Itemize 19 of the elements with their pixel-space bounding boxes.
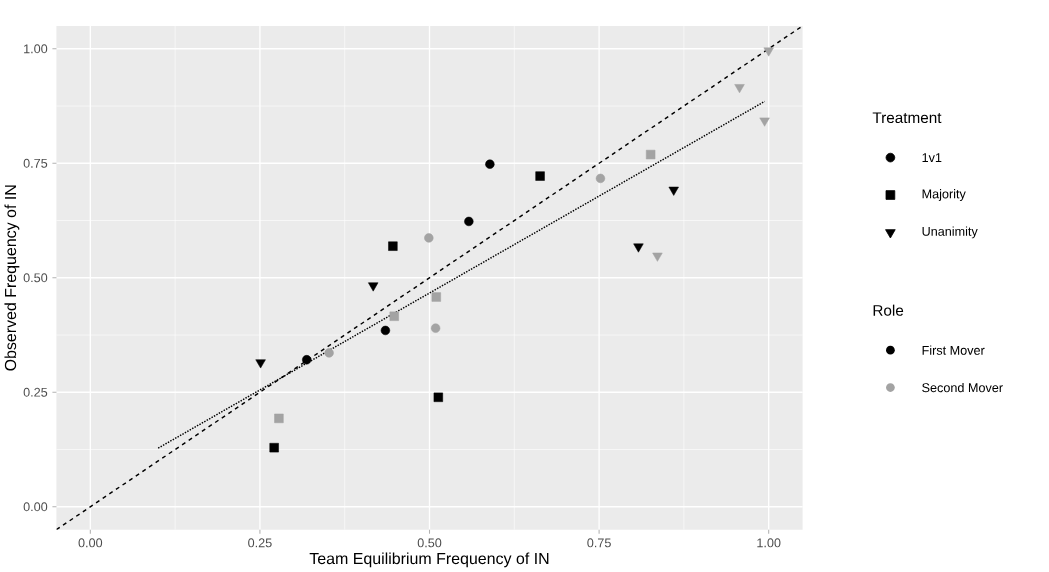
y-axis-title: Observed Frequency of IN xyxy=(4,185,20,371)
y-tick-label: 1.00 xyxy=(24,44,48,54)
x-axis-title: Team Equilibrium Frequency of IN xyxy=(309,552,549,568)
text: Role xyxy=(873,304,904,316)
legend-label: Unanimity xyxy=(922,226,978,239)
legend-label: 1v1 xyxy=(922,153,942,163)
legend-label: Majority xyxy=(922,189,966,202)
text: Second Mover xyxy=(922,383,1003,393)
y-tick-label: 0.25 xyxy=(23,387,48,397)
x-tick-label: 0.25 xyxy=(248,538,272,548)
x-tick-label: 0.00 xyxy=(78,538,103,548)
y-tick-label: 0.00 xyxy=(23,502,48,512)
x-tick-label: 1.00 xyxy=(757,538,781,548)
y-tick-label: 0.75 xyxy=(23,158,48,168)
y-tick-label: 0.50 xyxy=(23,273,48,283)
x-tick-label: 0.50 xyxy=(417,538,442,548)
legend-title: Treatment xyxy=(872,112,942,124)
x-tick-label: 0.75 xyxy=(587,538,611,548)
text: First Mover xyxy=(922,345,985,355)
